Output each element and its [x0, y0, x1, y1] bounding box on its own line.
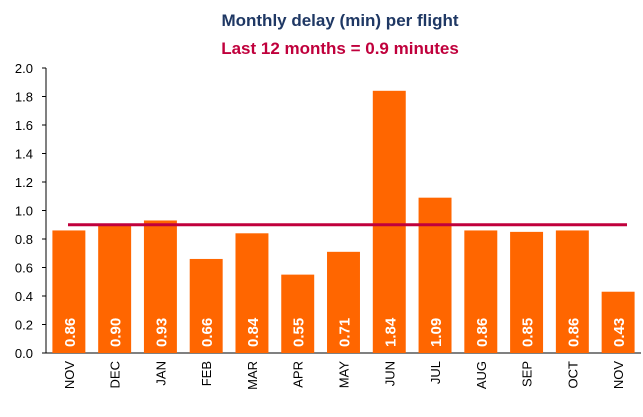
bar: [143, 220, 177, 353]
y-tick-label: 1.4: [15, 147, 33, 162]
y-tick-label: 0.0: [15, 346, 33, 361]
x-tick-label: SEP: [520, 361, 535, 387]
x-tick-label: JAN: [153, 361, 168, 386]
x-tick-label: AUG: [474, 361, 489, 389]
bar: [98, 224, 132, 353]
x-tick-label: MAY: [337, 361, 352, 389]
y-tick-label: 1.2: [15, 175, 33, 190]
x-tick-label: JUL: [428, 361, 443, 384]
x-tick-label: FEB: [199, 361, 214, 386]
value-label: 0.55: [291, 318, 308, 347]
bar: [327, 251, 360, 353]
value-label: 0.84: [245, 317, 262, 347]
y-tick-label: 0.2: [15, 318, 33, 333]
bar: [601, 291, 635, 353]
value-label: 0.66: [199, 318, 216, 347]
chart-subtitle: Last 12 months = 0.9 minutes: [221, 39, 459, 58]
x-tick-label: APR: [291, 361, 306, 388]
y-tick-label: 1.6: [15, 118, 33, 133]
value-label: 0.90: [108, 318, 125, 347]
x-tick-label: DEC: [108, 361, 123, 388]
y-tick-label: 0.4: [15, 289, 33, 304]
x-tick-label: OCT: [565, 361, 580, 389]
x-tick-label: MAR: [245, 361, 260, 390]
bar: [52, 230, 86, 353]
bar: [555, 230, 589, 353]
y-tick-label: 0.8: [15, 232, 33, 247]
value-label: 0.86: [62, 318, 79, 347]
bar: [464, 230, 498, 353]
bar: [235, 233, 269, 353]
x-tick-label: JUN: [382, 361, 397, 386]
bar: [281, 274, 315, 353]
x-tick-label: NOV: [611, 361, 626, 390]
bar: [189, 258, 223, 353]
value-label: 1.84: [382, 317, 399, 347]
chart-title: Monthly delay (min) per flight: [221, 11, 458, 30]
bar: [372, 90, 406, 354]
value-label: 0.85: [520, 318, 537, 347]
y-tick-label: 1.0: [15, 204, 33, 219]
bar: [510, 231, 544, 353]
x-tick-label: NOV: [62, 361, 77, 390]
value-label: 1.09: [428, 318, 445, 347]
value-label: 0.93: [153, 318, 170, 347]
y-tick-label: 1.8: [15, 90, 33, 105]
value-label: 0.86: [474, 318, 491, 347]
value-label: 0.43: [611, 318, 628, 347]
value-label: 0.71: [337, 318, 354, 347]
y-tick-label: 0.6: [15, 261, 33, 276]
value-label: 0.86: [565, 318, 582, 347]
y-tick-label: 2.0: [15, 61, 33, 76]
